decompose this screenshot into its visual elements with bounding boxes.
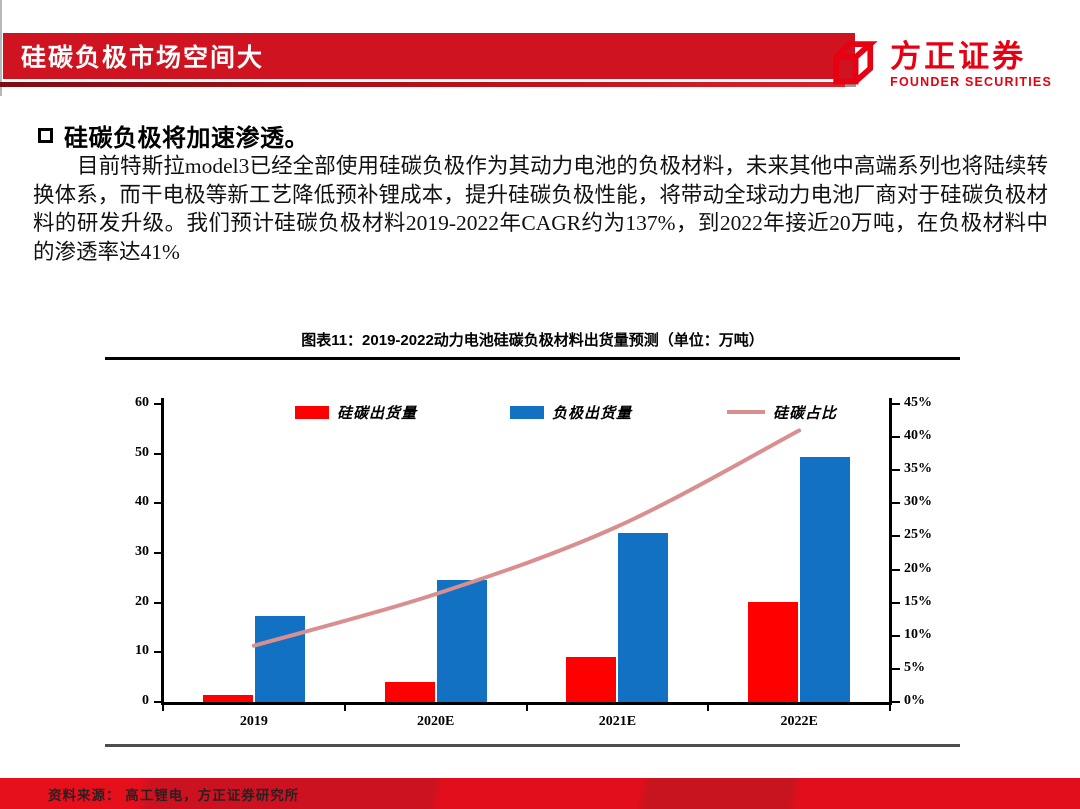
y-axis-right-label: 35% [904,461,932,477]
x-axis-label: 2019 [239,714,268,729]
legend-label: 硅碳出货量 [337,405,418,422]
y-axis-right-label: 20% [904,560,932,576]
page-title: 硅碳负极市场空间大 [21,45,265,72]
x-axis-tick [889,702,891,711]
bar-硅碳出货量-2019 [202,694,253,702]
legend-bar-swatch [510,405,544,419]
y-axis-right-tick [892,634,900,637]
section-heading: 硅碳负极将加速渗透。 [38,118,309,153]
x-axis-label: 2022E [780,714,818,729]
header-bar: 硅碳负极市场空间大 [3,33,855,79]
footer-band: 资料来源： 高工锂电，方正证券研究所 [0,778,1080,809]
combo-chart: 0 10 20 30 40 50 60 0% 5% 10% 15% 20% 25% 30% 35% 40% 45… [105,360,960,747]
y-axis-left-label: 10 [135,643,149,659]
y-axis-right-tick [892,502,900,505]
x-axis-tick [162,702,164,711]
body-paragraph: 目前特斯拉model3已经全部使用硅碳负极作为其动力电池的负极材料，未来其他中高… [33,154,1048,264]
y-axis-right-label: 40% [904,428,932,444]
section-heading-text: 硅碳负极将加速渗透。 [64,125,309,152]
y-axis-left-tick [154,552,162,554]
y-axis-right-label: 0% [904,693,925,708]
y-axis-right-label: 30% [904,494,932,510]
bar-负极出货量-2019 [254,616,305,702]
y-axis-left-label: 50 [135,444,149,460]
y-axis-right-label: 10% [904,626,932,642]
y-axis-right-tick [892,701,900,703]
y-axis-left-label: 20 [135,593,149,609]
header-accent-line [0,82,845,87]
y-axis-left-tick [154,403,162,405]
header-accent-line-tail [845,82,856,87]
data-source-note: 资料来源： 高工锂电，方正证券研究所 [48,787,300,803]
founder-cube-icon [828,36,880,93]
y-axis-right-tick [892,601,900,604]
brand-name-en: FOUNDER SECURITIES [890,74,1052,89]
x-axis-tick [343,702,346,711]
figure-title: 图表11：2019-2022动力电池硅碳负极材料出货量预测（单位：万吨） [105,329,960,360]
bar-负极出货量-2020E [436,580,487,702]
y-axis-right-label: 15% [904,593,932,609]
y-axis-right-tick [892,436,900,439]
y-axis-left-tick [154,701,162,703]
bar-硅碳出货量-2020E [384,682,435,702]
y-axis-left-tick [154,502,162,505]
y-axis-right-label: 45% [904,395,932,410]
y-axis-left-tick [154,452,162,455]
bar-硅碳出货量-2022E [748,601,799,702]
square-bullet-icon [38,128,53,143]
y-axis-right-label: 5% [904,659,925,675]
y-axis-right-tick [892,568,900,571]
y-axis-right-tick [892,535,900,538]
y-axis-left-label: 0 [142,693,149,708]
x-axis-label: 2021E [598,714,637,729]
legend-line-swatch [727,410,765,414]
x-axis-tick [707,702,710,711]
legend-item-硅碳占比: 硅碳占比 [727,404,838,422]
y-axis-right [889,398,892,704]
ratio-line-path [251,428,802,648]
brand-text: 方正证券 FOUNDER SECURITIES [890,38,1052,89]
legend-item-硅碳出货量: 硅碳出货量 [295,404,418,422]
y-axis-left [161,398,164,704]
y-axis-right-tick [892,667,900,670]
bar-负极出货量-2021E [618,533,669,702]
x-axis-tick [525,702,528,711]
legend-item-负极出货量: 负极出货量 [510,404,633,422]
legend-bar-swatch [295,405,329,419]
legend-label: 负极出货量 [552,405,633,422]
y-axis-left-label: 30 [135,544,149,559]
y-axis-right-tick [892,469,900,472]
bar-硅碳出货量-2021E [566,657,617,702]
brand-name-cn: 方正证券 [890,38,1027,74]
y-axis-left-label: 60 [135,395,149,410]
figure-block: 图表11：2019-2022动力电池硅碳负极材料出货量预测（单位：万吨） 0 10… [105,329,960,747]
y-axis-right-tick [892,403,900,405]
x-axis-label: 2020E [416,714,455,729]
y-axis-left-label: 40 [135,494,149,510]
y-axis-left-tick [154,601,162,604]
bar-负极出货量-2022E [800,457,851,702]
figure-bottom-rule [105,744,960,747]
y-axis-left-tick [154,651,162,654]
brand-logo: 方正证券 FOUNDER SECURITIES [828,36,1052,93]
legend-label: 硅碳占比 [773,405,838,422]
y-axis-right-label: 25% [904,527,932,543]
left-edge-line [0,0,2,96]
